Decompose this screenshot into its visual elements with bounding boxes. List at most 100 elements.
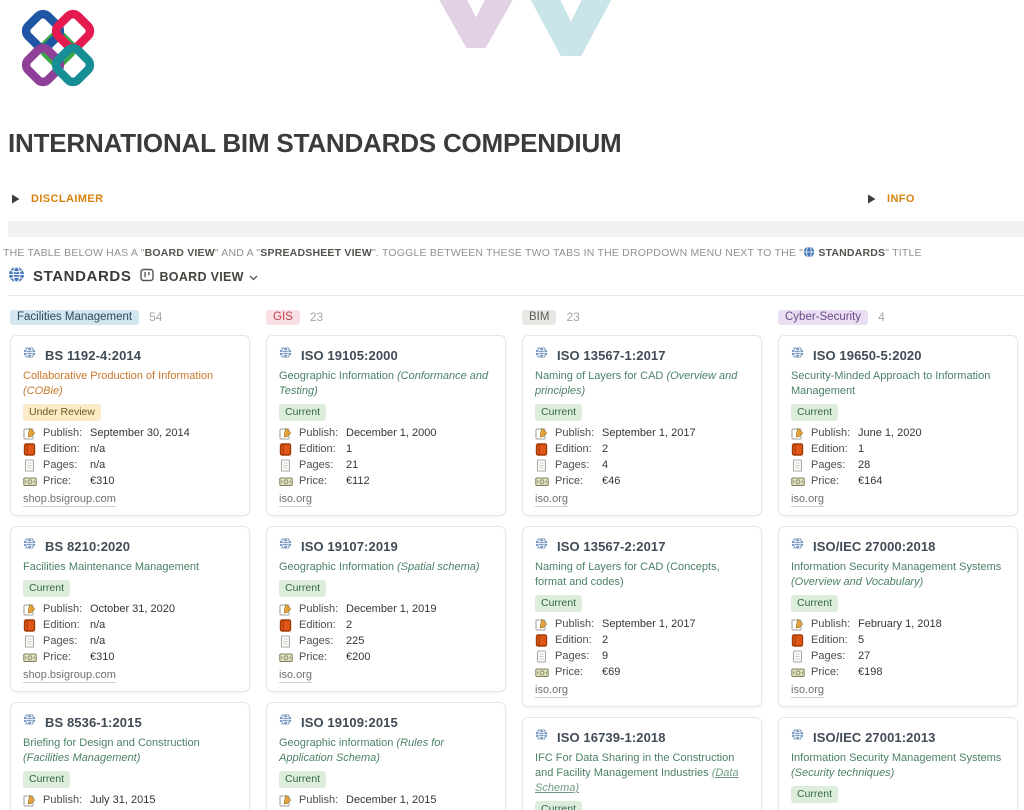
card-title-row: ISO/IEC 27000:2018 [791, 536, 1005, 556]
card-link[interactable]: iso.org [535, 493, 569, 507]
card-link[interactable]: iso.org [279, 493, 313, 507]
field-value: September 1, 2017 [602, 427, 696, 439]
globe-icon [535, 346, 548, 364]
globe-icon [535, 537, 548, 555]
field-value: 2 [602, 443, 609, 455]
card-subtitle: Briefing for Design and Construction (Fa… [23, 736, 237, 766]
board-view-dropdown[interactable]: BOARD VIEW [140, 268, 258, 285]
field-label: Publish: [299, 794, 339, 806]
field-label: Edition: [811, 634, 848, 646]
field-row: Publish: September 1, 2017 [535, 425, 749, 441]
card-subtitle: Geographic Information (Conformance and … [279, 369, 493, 399]
field-value: October 31, 2020 [90, 603, 176, 615]
field-row: Edition: n/a [23, 441, 237, 457]
field-row: Publish: December 1, 2019 [279, 601, 493, 617]
field-row: Pages: 9 [535, 648, 749, 664]
field-value: June 1, 2020 [858, 427, 922, 439]
field-label: Pages: [43, 635, 78, 647]
card-title-row: ISO 19109:2015 [279, 712, 493, 732]
field-label: Edition: [43, 443, 80, 455]
field-label: Edition: [811, 443, 848, 455]
info-toggle[interactable]: INFO [868, 193, 915, 205]
field-row: Publish: September 1, 2017 [535, 616, 749, 632]
subtitle-segment: Geographic information [279, 737, 397, 749]
card[interactable]: ISO 13567-1:2017 Naming of Layers for CAD… [522, 335, 762, 516]
edition-icon [791, 442, 806, 456]
price-icon [535, 475, 550, 488]
field-row: Price: €310 [23, 473, 237, 489]
globe-icon [791, 537, 804, 555]
card-link[interactable]: shop.bsigroup.com [23, 493, 116, 507]
price-icon [23, 651, 38, 664]
publish-icon [535, 618, 550, 631]
field-value: 28 [858, 459, 871, 471]
status-badge: Current [279, 404, 327, 421]
card-title-row: BS 8210:2020 [23, 536, 237, 556]
card-link[interactable]: iso.org [791, 684, 825, 698]
section-divider-bar [8, 221, 1024, 237]
publish-icon [279, 427, 294, 440]
card-link[interactable]: iso.org [279, 669, 313, 683]
card-title-row: ISO 19107:2019 [279, 536, 493, 556]
field-label: Price: [299, 475, 328, 487]
column-header: Cyber-Security 4 [778, 308, 1018, 326]
subtitle-segment: Information Security Management Systems [791, 561, 1002, 573]
field-label: Publish: [555, 427, 595, 439]
edition-icon [279, 618, 294, 632]
subtitle-segment: (Rules for Application Schema) [279, 737, 445, 764]
card-subtitle: Geographic Information (Spatial schema) [279, 560, 493, 575]
field-label: Publish: [43, 794, 83, 806]
card[interactable]: ISO 19105:2000 Geographic Information (Co… [266, 335, 506, 516]
card[interactable]: ISO 19650-5:2020 Security-Minded Approach… [778, 335, 1018, 516]
board-column-facilities-management: Facilities Management 54 BS 1192-4:2014 Col… [10, 306, 250, 810]
subtitle-segment: Facilities Maintenance Management [23, 561, 200, 573]
field-row: Publish: December 1, 2000 [279, 425, 493, 441]
field-value: December 1, 2019 [346, 603, 437, 615]
card[interactable]: BS 1192-4:2014 Collaborative Production o… [10, 335, 250, 516]
field-value: €112 [346, 475, 370, 487]
field-label: Publish: [299, 427, 339, 439]
card[interactable]: ISO 13567-2:2017 Naming of Layers for CAD… [522, 526, 762, 707]
card-link[interactable]: iso.org [791, 493, 825, 507]
card[interactable]: ISO/IEC 27000:2018 Information Security M… [778, 526, 1018, 707]
field-value: n/a [90, 443, 106, 455]
card-title-row: BS 1192-4:2014 [23, 345, 237, 365]
field-row: Publish: June 1, 2020 [791, 425, 1005, 441]
field-value: 21 [346, 459, 359, 471]
board-view-icon [140, 268, 155, 285]
card-subtitle: Geographic information (Rules for Applic… [279, 736, 493, 766]
subtitle-segment: (Facilities Management) [23, 752, 141, 764]
card[interactable]: BS 8210:2020 Facilities Maintenance Manag… [10, 526, 250, 692]
field-row: Publish: July 31, 2015 [23, 792, 237, 808]
card-subtitle: Security-Minded Approach to Information … [791, 369, 1005, 399]
price-icon [279, 651, 294, 664]
field-row: Edition: 1 [279, 441, 493, 457]
edition-icon [535, 633, 550, 647]
field-label: Price: [555, 666, 584, 678]
card[interactable]: ISO/IEC 27001:2013 Information Security M… [778, 717, 1018, 810]
card[interactable]: BS 8536-1:2015 Briefing for Design and Co… [10, 702, 250, 810]
field-value: February 1, 2018 [858, 618, 942, 630]
globe-icon [8, 266, 25, 287]
field-row: Price: €198 [791, 664, 1005, 680]
collapse-arrow-icon[interactable] [868, 194, 876, 204]
field-label: Publish: [555, 618, 595, 630]
collapse-arrow-icon[interactable] [12, 194, 20, 204]
edition-icon [23, 618, 38, 632]
column-count: 23 [566, 310, 580, 324]
card[interactable]: ISO 19107:2019 Geographic Information (Sp… [266, 526, 506, 692]
card[interactable]: ISO 16739-1:2018 IFC For Data Sharing in … [522, 717, 762, 810]
field-value: €164 [858, 475, 883, 487]
subtitle-segment: (Security techniques) [791, 767, 895, 779]
status-badge: Current [535, 595, 583, 612]
card-link[interactable]: shop.bsigroup.com [23, 669, 116, 683]
card[interactable]: ISO 19109:2015 Geographic information (Ru… [266, 702, 506, 810]
field-label: Publish: [43, 427, 83, 439]
pages-icon [23, 458, 38, 472]
subtitle-segment: Naming of Layers for CAD [535, 370, 667, 382]
card-link[interactable]: iso.org [535, 684, 569, 698]
disclaimer-toggle[interactable]: DISCLAIMER [12, 193, 103, 205]
field-row: Pages: 225 [279, 633, 493, 649]
category-badge: BIM [522, 309, 557, 325]
